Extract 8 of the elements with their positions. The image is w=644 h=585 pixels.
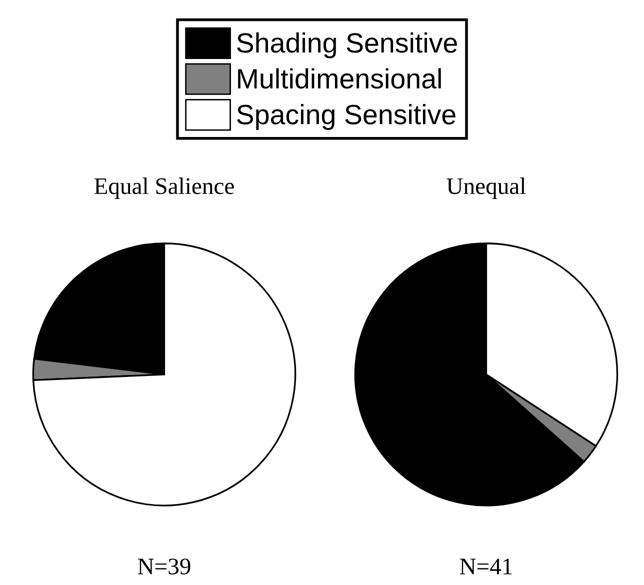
text: Equal Salience: [94, 178, 234, 199]
legend-label: Multidimensional: [238, 68, 441, 89]
chart-title: Unequal: [446, 178, 526, 199]
text: N=39: [138, 558, 190, 574]
pie-slice: [32, 242, 296, 506]
text: N=41: [460, 558, 512, 574]
legend-label: Shading Sensitive: [237, 32, 457, 58]
legend-label: Spacing Sensitive: [237, 104, 456, 130]
